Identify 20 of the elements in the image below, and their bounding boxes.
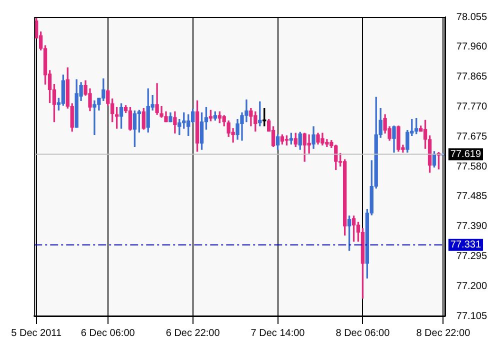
y-tick-label: 77.865 [456,72,488,83]
x-tick-label: 6 Dec 06:00 [80,328,136,339]
ref-line-label: 77.619 [450,148,482,160]
y-tick-label: 77.580 [456,161,488,172]
y-tick-label: 77.770 [456,101,488,112]
x-tick-label: 7 Dec 14:00 [250,328,306,339]
y-tick-label: 77.960 [456,42,488,53]
y-tick-label: 77.390 [456,221,488,232]
y-tick-label: 77.675 [456,131,488,142]
x-tick-label: 8 Dec 06:00 [336,328,390,339]
ref-line-label: 77.331 [450,240,482,251]
y-tick-label: 78.055 [456,12,488,23]
y-tick-label: 77.485 [456,191,488,202]
x-tick-label: 6 Dec 22:00 [166,328,220,339]
x-tick-label: 5 Dec 2011 [11,328,62,339]
y-tick-label: 77.295 [456,250,488,262]
y-tick-label: 77.200 [456,280,488,292]
candlestick [307,134,311,154]
y-tick-label: 77.105 [456,310,488,322]
x-tick-label: 8 Dec 22:00 [416,328,471,339]
